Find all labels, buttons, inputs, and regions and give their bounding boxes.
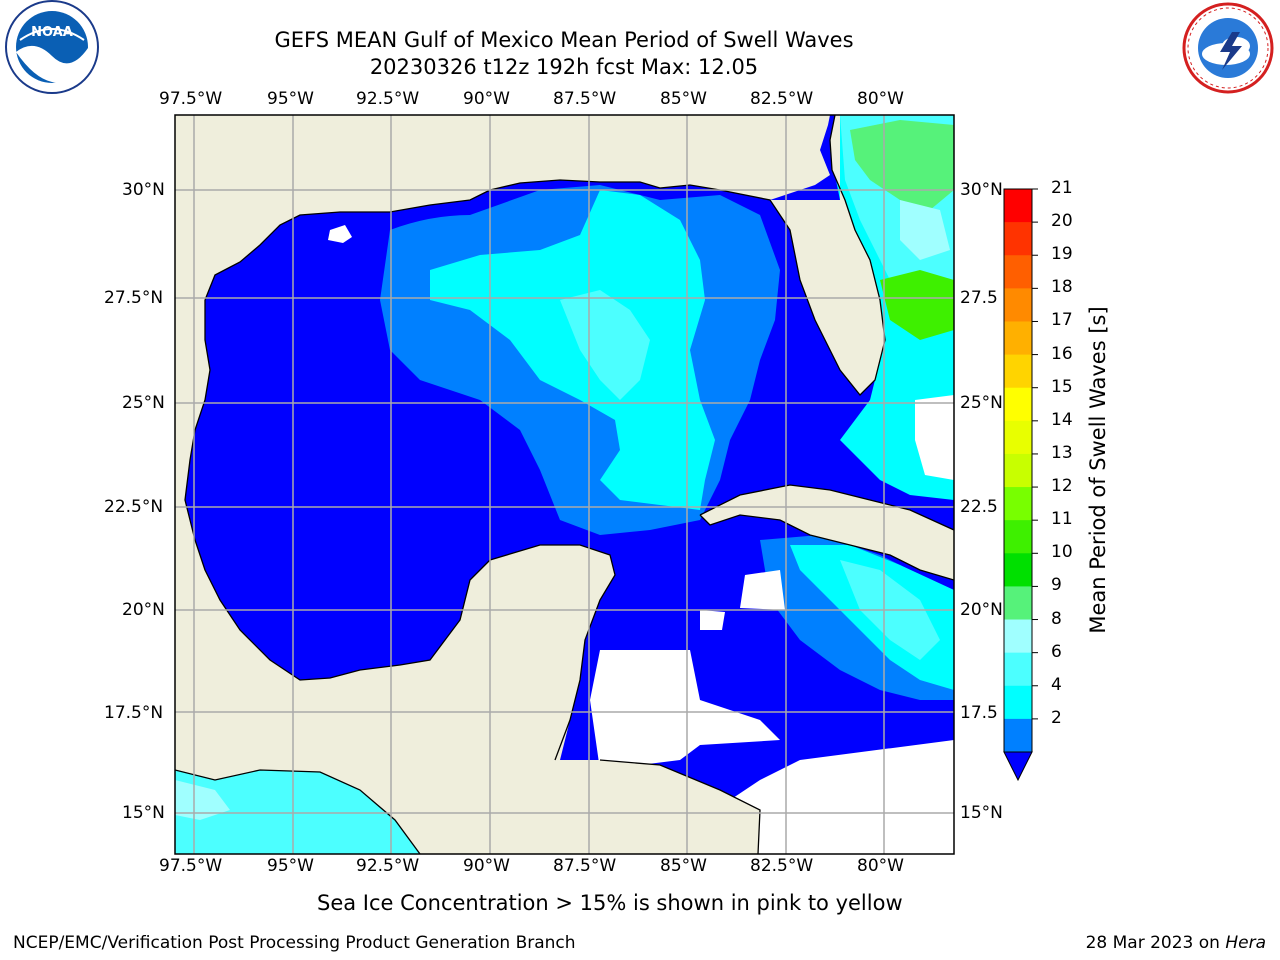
lat-label-right: 15°N	[960, 803, 1003, 823]
colorbar-tick-label: 21	[1051, 178, 1073, 198]
colorbar-segment	[1004, 619, 1032, 654]
lat-label-right: 20°N	[960, 600, 1003, 620]
lat-label-left: 20°N	[122, 600, 165, 620]
lon-label-top: 82.5°W	[750, 89, 814, 109]
colorbar-tick-label: 6	[1051, 641, 1062, 662]
colorbar-segment	[1004, 453, 1032, 488]
colorbar-label: Mean Period of Swell Waves [s]	[1086, 306, 1110, 634]
colorbar-tick-label: 8	[1051, 608, 1062, 629]
colorbar-tick-label: 15	[1051, 376, 1073, 397]
map-frame	[174, 114, 955, 855]
colorbar-segment	[1004, 222, 1032, 256]
lat-label-left: 17.5°N	[104, 703, 164, 723]
colorbar-extend-triangle	[1003, 751, 1033, 782]
lat-label-left: 15°N	[122, 803, 165, 823]
colorbar-segment	[1004, 189, 1032, 223]
colorbar-segment	[1004, 520, 1032, 554]
chart-subtitle: 20230326 t12z 192h fcst Max: 12.05	[369, 55, 759, 79]
footer-date-text: 28 Mar 2023 on	[1085, 933, 1220, 953]
colorbar-tick-label: 14	[1051, 409, 1073, 430]
colorbar-segment	[1004, 420, 1032, 455]
colorbar-tick-label: 9	[1051, 575, 1062, 596]
colorbar-tick-label: 18	[1051, 277, 1073, 298]
colorbar-segment	[1004, 321, 1032, 356]
colorbar-tick-label: 19	[1051, 244, 1073, 265]
colorbar-segment	[1004, 255, 1032, 289]
sea-ice-note: Sea Ice Concentration > 15% is shown in …	[317, 891, 903, 915]
colorbar-segment	[1004, 487, 1032, 521]
colorbar	[1003, 188, 1038, 782]
lon-label-bottom: 80°W	[857, 856, 904, 876]
noaa-logo: NOAA	[5, 0, 99, 94]
lon-label-top: 85°W	[660, 89, 707, 109]
colorbar-frame	[1003, 188, 1033, 753]
lat-label-right: 22.5	[960, 497, 998, 517]
lon-label-top: 90°W	[463, 89, 510, 109]
lat-label-right: 25°N	[960, 393, 1003, 413]
lon-label-top: 80°W	[857, 89, 904, 109]
lon-label-top: 92.5°W	[356, 89, 420, 109]
lat-label-right: 17.5	[960, 703, 998, 723]
lat-label-left: 25°N	[122, 393, 165, 413]
chart-title: GEFS MEAN Gulf of Mexico Mean Period of …	[274, 28, 854, 52]
nws-logo	[1182, 2, 1274, 94]
lon-label-top: 97.5°W	[159, 89, 223, 109]
lat-label-right: 30°N	[960, 180, 1003, 200]
lat-label-right: 27.5	[960, 288, 998, 308]
colorbar-tick-label: 11	[1051, 509, 1073, 530]
graticule	[175, 115, 954, 854]
colorbar-segment	[1004, 354, 1032, 389]
lon-label-bottom: 90°W	[463, 856, 510, 876]
footer-host: Hera	[1225, 933, 1266, 953]
colorbar-tick-label: 13	[1051, 442, 1073, 463]
lon-label-bottom: 95°W	[267, 856, 314, 876]
lat-label-left: 22.5°N	[104, 497, 164, 517]
lat-label-left: 27.5°N	[104, 288, 164, 308]
lon-label-bottom: 97.5°W	[159, 856, 223, 876]
lon-label-top: 95°W	[267, 89, 314, 109]
lon-label-bottom: 85°W	[660, 856, 707, 876]
footer-date: 28 Mar 2023 on Hera	[1086, 933, 1266, 953]
colorbar-segment	[1004, 685, 1032, 720]
colorbar-tick-label: 16	[1051, 343, 1073, 364]
colorbar-tick-label: 2	[1051, 707, 1062, 728]
colorbar-tick-label: 4	[1051, 674, 1062, 695]
colorbar-segment	[1004, 652, 1032, 687]
lon-label-bottom: 82.5°W	[750, 856, 814, 876]
colorbar-segment	[1004, 288, 1032, 322]
footer-credit: NCEP/EMC/Verification Post Processing Pr…	[13, 933, 576, 953]
noaa-logo-text: NOAA	[31, 25, 73, 40]
lat-label-left: 30°N	[122, 180, 165, 200]
lon-label-top: 87.5°W	[553, 89, 617, 109]
lon-label-bottom: 92.5°W	[356, 856, 420, 876]
colorbar-tick-label: 20	[1051, 211, 1073, 232]
colorbar-segment	[1004, 718, 1032, 753]
colorbar-segment	[1004, 553, 1032, 587]
lon-label-bottom: 87.5°W	[553, 856, 617, 876]
map-area	[175, 115, 954, 854]
colorbar-segment	[1004, 586, 1032, 621]
colorbar-tick-label: 17	[1051, 310, 1073, 331]
colorbar-tick-label: 12	[1051, 476, 1073, 497]
colorbar-tick-label: 10	[1051, 542, 1073, 563]
colorbar-segment	[1004, 387, 1032, 422]
